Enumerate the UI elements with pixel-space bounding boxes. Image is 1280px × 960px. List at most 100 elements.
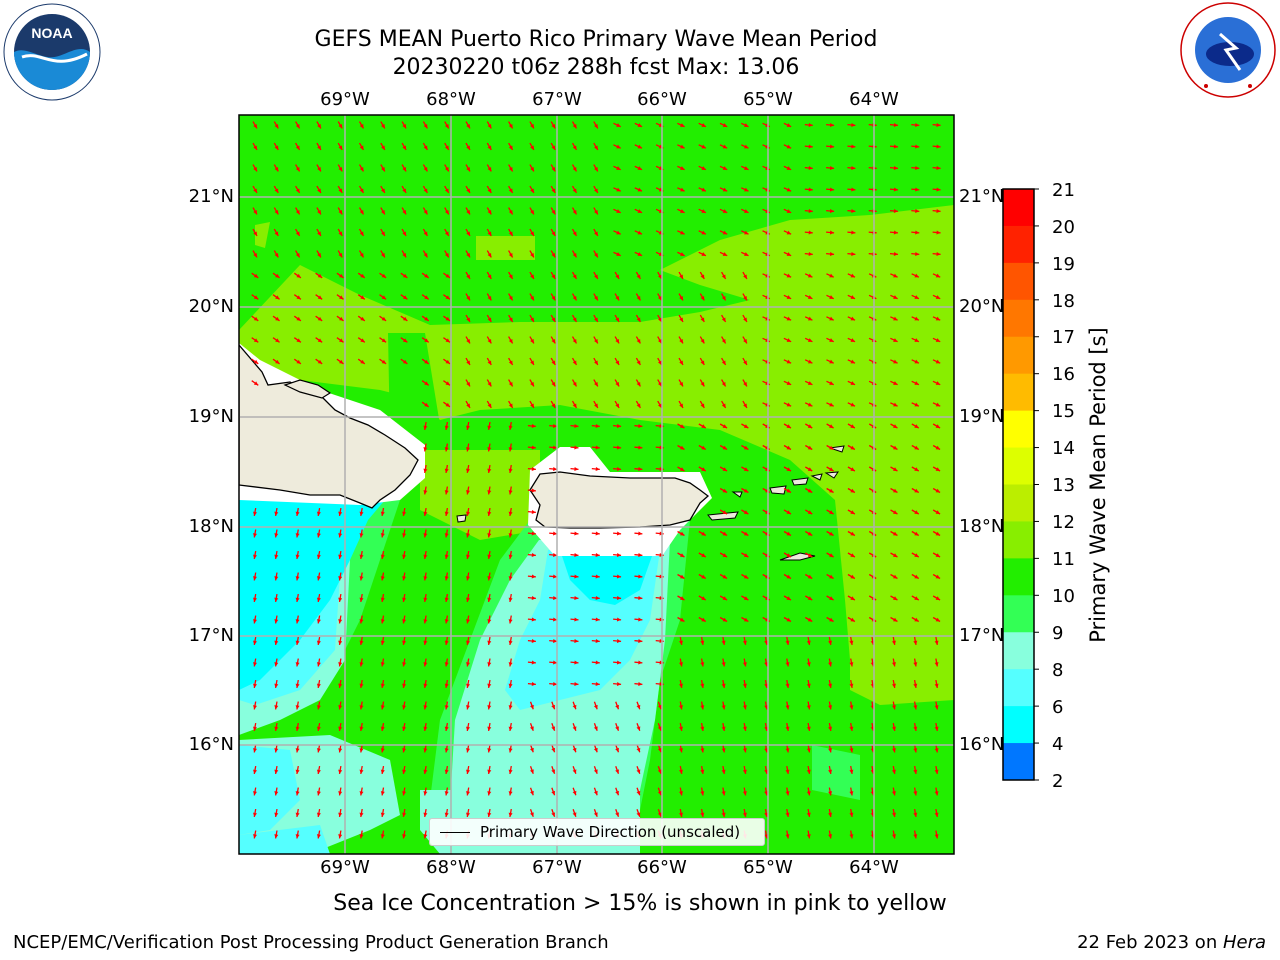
wave-arrow (700, 744, 705, 753)
wave-arrow (764, 765, 769, 775)
wave-arrow (721, 744, 726, 753)
wave-arrow (677, 552, 685, 558)
wave-arrow (911, 359, 920, 364)
wave-arrow (253, 679, 257, 689)
lat-label-right-17n: 17°N (959, 625, 1005, 646)
wave-arrow (741, 208, 749, 214)
wave-arrow (359, 701, 364, 710)
wave-arrow (634, 660, 643, 665)
wave-arrow (527, 574, 536, 579)
lat-label-left-20n: 20°N (188, 296, 234, 317)
wave-arrow (274, 636, 279, 646)
colorbar-segment (1003, 669, 1034, 707)
wave-arrow (402, 550, 407, 560)
wave-arrow (273, 228, 279, 237)
wave-arrow (529, 701, 534, 710)
wave-arrow (315, 272, 323, 279)
wave-arrow (934, 722, 939, 732)
field-lightgreen-se (812, 745, 860, 800)
wave-arrow (828, 787, 833, 796)
graticule (239, 115, 954, 854)
wave-arrow (487, 722, 492, 732)
lat-label-right-18n: 18°N (959, 516, 1005, 537)
wave-arrow (486, 400, 492, 409)
wave-arrow (358, 250, 365, 258)
wave-arrow (783, 208, 792, 214)
wave-arrow (613, 682, 622, 686)
wave-arrow (847, 380, 856, 386)
wave-arrow (465, 164, 471, 172)
wave-arrow (529, 744, 534, 753)
wave-arrow (359, 765, 364, 775)
wave-arrow (932, 337, 941, 343)
wave-arrow (253, 830, 257, 839)
wave-arrow (273, 164, 279, 172)
wave-arrow (699, 400, 705, 409)
wave-arrow (272, 337, 280, 343)
wave-arrow (892, 679, 896, 689)
wave-arrow (444, 636, 449, 646)
wave-arrow (700, 701, 705, 710)
colorbar-segment (1003, 189, 1034, 227)
wave-arrow (847, 166, 856, 170)
wave-arrow (272, 272, 280, 279)
wave-arrow (274, 744, 279, 753)
wave-arrow (508, 744, 513, 753)
wave-arrow (571, 207, 578, 215)
wave-arrow (380, 164, 386, 172)
wave-arrow (465, 207, 471, 215)
colorbar-tick-16: 16 (1052, 364, 1075, 385)
wave-arrow (591, 639, 600, 643)
wave-arrow (806, 765, 811, 775)
wave-arrow (828, 636, 833, 646)
wave-arrow (295, 830, 300, 839)
wave-arrow (932, 595, 941, 601)
wave-arrow (657, 357, 663, 366)
wave-arrow (826, 530, 834, 537)
wave-arrow (677, 208, 685, 214)
wave-arrow (591, 424, 600, 428)
wave-arrow (932, 166, 941, 170)
wave-arrow (444, 207, 450, 215)
wave-arrow (253, 701, 257, 710)
wave-arrow (274, 615, 279, 624)
wave-arrow (657, 314, 663, 323)
wave-arrow (934, 744, 939, 753)
wave-arrow (357, 358, 366, 365)
wave-arrow (529, 293, 535, 301)
wave-arrow (338, 507, 343, 517)
wave-arrow (826, 123, 835, 127)
wave-arrow (805, 444, 813, 451)
wave-arrow (486, 121, 492, 129)
wave-arrow (698, 466, 707, 472)
wave-arrow (274, 830, 279, 839)
wave-arrow (274, 572, 279, 581)
wave-arrow (357, 337, 366, 343)
wave-arrow (804, 230, 813, 235)
wave-arrow (828, 679, 833, 689)
wave-arrow (444, 765, 449, 775)
wave-arrow (402, 765, 407, 775)
wave-arrow (253, 636, 257, 646)
wave-arrow (826, 337, 834, 343)
wave-arrow (742, 400, 748, 409)
wave-arrow (466, 572, 470, 581)
wave-arrow (316, 636, 321, 646)
wave-arrow (487, 658, 492, 667)
wave-arrow (613, 251, 621, 257)
colorbar-tick-13: 13 (1052, 475, 1075, 496)
wave-arrow (783, 144, 792, 149)
wave-arrow (804, 209, 813, 213)
wave-arrow (402, 722, 407, 732)
wave-arrow (551, 766, 556, 774)
wave-arrow (677, 466, 685, 472)
wave-arrow (699, 271, 705, 280)
wave-arrow (719, 144, 728, 149)
wave-arrow (550, 314, 556, 323)
wave-arrow (932, 252, 941, 256)
wave-arrow (826, 273, 834, 278)
wave-arrow (911, 123, 920, 127)
wave-arrow (890, 616, 898, 623)
wave-arrow (357, 294, 366, 300)
wave-arrow (508, 207, 514, 215)
